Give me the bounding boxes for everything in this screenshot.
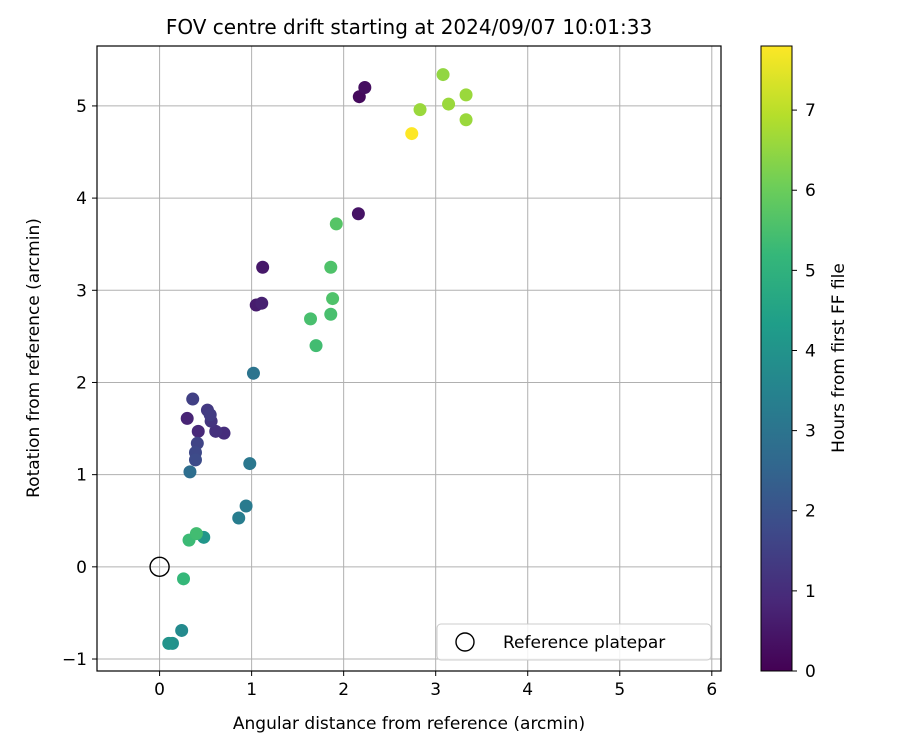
- y-tick-label: 4: [76, 189, 87, 209]
- data-point: [459, 88, 473, 102]
- x-tick-label: 3: [430, 680, 441, 700]
- data-point: [326, 292, 340, 306]
- data-point: [177, 572, 191, 586]
- colorbar-tick-label: 6: [805, 181, 816, 201]
- data-point: [188, 453, 202, 467]
- data-point: [162, 636, 176, 650]
- data-point: [442, 97, 456, 111]
- data-point: [239, 499, 253, 513]
- x-tick-label: 1: [246, 680, 257, 700]
- data-point: [329, 217, 343, 231]
- legend-marker-reference: [455, 632, 475, 652]
- colorbar: [760, 45, 793, 672]
- x-tick-label: 0: [154, 680, 165, 700]
- y-axis-label: Rotation from reference (arcmin): [24, 218, 44, 498]
- x-tick-label: 6: [706, 680, 717, 700]
- data-point: [232, 511, 246, 525]
- data-point: [351, 207, 365, 221]
- data-point: [304, 312, 318, 326]
- data-point: [358, 80, 372, 94]
- y-axis: −1 0 1 2 3 4 5: [62, 97, 97, 670]
- data-point: [246, 366, 260, 380]
- colorbar-tick-label: 2: [805, 502, 816, 522]
- legend: Reference platepar: [436, 623, 712, 661]
- chart-title: FOV centre drift starting at 2024/09/07 …: [166, 15, 652, 39]
- data-point: [256, 260, 270, 274]
- data-point: [203, 408, 217, 422]
- colorbar-tick-label: 4: [805, 341, 816, 361]
- y-tick-label: 0: [76, 558, 87, 578]
- y-tick-label: −1: [62, 650, 87, 670]
- legend-label-reference: Reference platepar: [503, 633, 665, 653]
- data-point: [413, 103, 427, 117]
- data-points: [149, 68, 473, 650]
- x-tick-label: 4: [522, 680, 533, 700]
- colorbar-ticks: 0 1 2 3 4 5 6 7: [792, 101, 816, 682]
- x-axis: 0 1 2 3 4 5 6: [154, 671, 717, 700]
- x-tick-label: 5: [614, 680, 625, 700]
- data-point: [436, 68, 450, 82]
- colorbar-label: Hours from first FF file: [829, 263, 849, 453]
- data-point: [180, 411, 194, 425]
- plot-frame: [96, 45, 722, 672]
- colorbar-tick-label: 3: [805, 422, 816, 442]
- colorbar-tick-label: 1: [805, 582, 816, 602]
- x-axis-label: Angular distance from reference (arcmin): [233, 714, 585, 734]
- data-point: [405, 127, 419, 141]
- y-tick-label: 2: [76, 373, 87, 393]
- data-point: [309, 339, 323, 353]
- y-tick-label: 5: [76, 97, 87, 117]
- reference-platepar-marker: [149, 556, 170, 578]
- y-tick-label: 3: [76, 281, 87, 301]
- data-point: [183, 465, 197, 479]
- colorbar-tick-label: 5: [805, 261, 816, 281]
- data-point: [255, 296, 269, 310]
- colorbar-tick-label: 0: [805, 662, 816, 682]
- data-point: [175, 623, 189, 637]
- colorbar-tick-label: 7: [805, 101, 816, 121]
- legend-box: [436, 623, 712, 661]
- data-point: [324, 307, 338, 321]
- data-point: [243, 457, 257, 471]
- data-point: [189, 527, 203, 541]
- data-point: [324, 260, 338, 274]
- data-point: [459, 113, 473, 127]
- grid: [97, 46, 721, 671]
- y-tick-label: 1: [76, 466, 87, 486]
- data-point: [186, 392, 200, 406]
- x-tick-label: 2: [338, 680, 349, 700]
- data-point: [209, 424, 223, 438]
- data-point: [191, 424, 205, 438]
